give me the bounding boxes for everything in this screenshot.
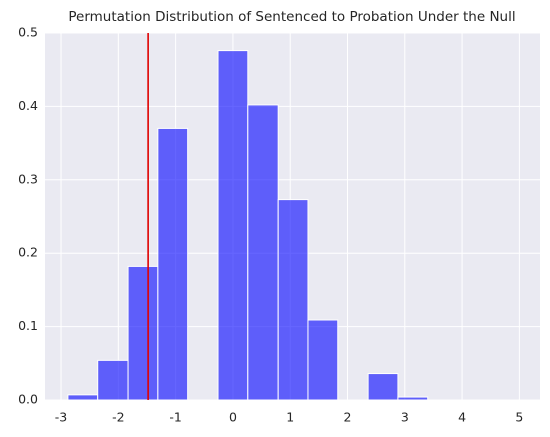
chart-title: Permutation Distribution of Sentenced to… (68, 9, 515, 25)
x-tick-label: 5 (515, 410, 523, 425)
bar (67, 394, 99, 401)
x-tick-label: -1 (169, 410, 181, 425)
bar (217, 50, 249, 401)
x-tick-label: -3 (55, 410, 67, 425)
y-tick-label: 0.1 (18, 318, 38, 333)
y-tick-label: 0.3 (18, 171, 38, 186)
bar (367, 373, 399, 401)
x-tick-label: 1 (286, 410, 294, 425)
bar (157, 127, 189, 401)
x-tick-label: 2 (344, 410, 352, 425)
bar (247, 104, 279, 401)
x-tick-label: 0 (229, 410, 237, 425)
y-tick-label: 0.0 (18, 392, 38, 407)
bar (97, 359, 129, 401)
x-tick-label: 4 (458, 410, 466, 425)
y-tick-label: 0.2 (18, 245, 38, 260)
bar (397, 396, 429, 401)
bar (277, 199, 309, 401)
y-tick-label: 0.5 (18, 25, 38, 40)
y-tick-label: 0.4 (18, 98, 38, 113)
bar (307, 319, 339, 401)
bar (127, 265, 159, 401)
x-tick-label: 3 (401, 410, 409, 425)
x-tick-label: -2 (112, 410, 124, 425)
